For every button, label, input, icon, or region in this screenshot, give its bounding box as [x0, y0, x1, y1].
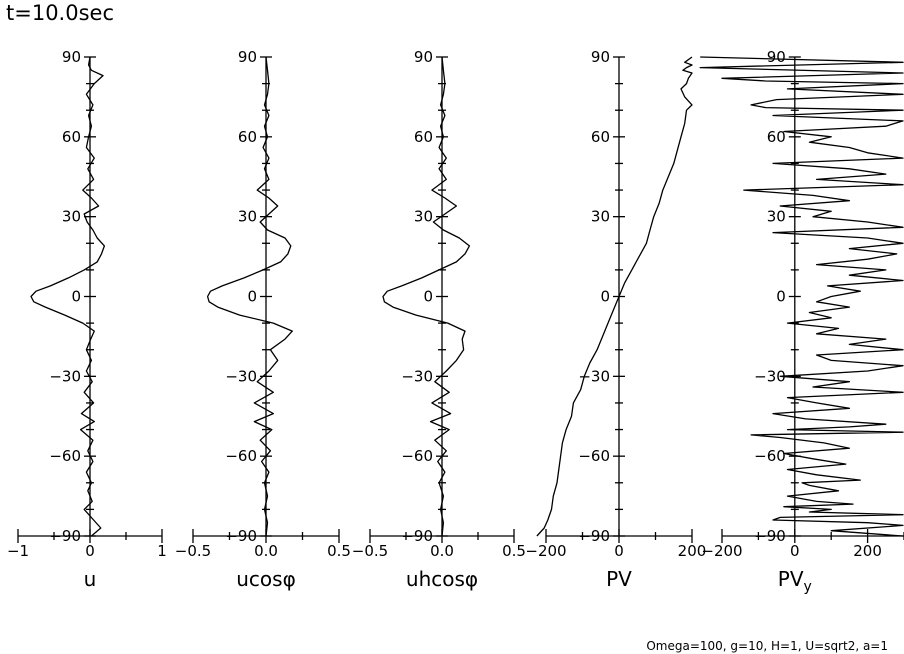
panel-2-y-tick-label: −30 [225, 367, 257, 385]
panel-2-x-tick-label: 0.5 [327, 542, 351, 560]
panel-5-x-tick-label: 200 [853, 542, 882, 560]
panel-5-x-label: PVy [778, 567, 812, 595]
panel-5-y-tick-label: −90 [754, 527, 786, 545]
panel-2-curve [206, 56, 293, 537]
panel-3-y-tick-label: 30 [414, 208, 433, 226]
panel-5-y-tick-label: −60 [754, 447, 786, 465]
panel-5-y-tick-label: 90 [767, 48, 786, 66]
parameter-footer: Omega=100, g=10, H=1, U=sqrt2, a=1 [646, 639, 888, 653]
panel-4-x-label: PV [606, 567, 632, 591]
panel-2-y-tick-label: 60 [238, 128, 257, 146]
panel-3-curve [382, 56, 471, 537]
panel-2-y-tick-label: −90 [225, 527, 257, 545]
panel-4-x-tick-label: 0 [614, 542, 624, 560]
panel-3-y-tick-label: 60 [414, 128, 433, 146]
panel-1-y-tick-label: 90 [62, 48, 81, 66]
panel-2-y-tick-label: −60 [225, 447, 257, 465]
panel-3-y-tick-label: 0 [423, 288, 433, 306]
panel-4-curve [536, 56, 693, 537]
panel-5-x-tick-label: −200 [701, 542, 742, 560]
panel-1-x-tick-label: −1 [7, 542, 29, 560]
panel-4-x-tick-label: 200 [678, 542, 707, 560]
panel-5-curve [699, 56, 904, 537]
panel-1-y-tick-label: 30 [62, 208, 81, 226]
panel-3-x-tick-label: 0.5 [502, 542, 526, 560]
panel-5-x-tick-label: 0 [790, 542, 800, 560]
panel-1-x-label: u [84, 567, 97, 591]
panel-3-y-tick-label: −60 [401, 447, 433, 465]
panel-4-x-tick-label: −200 [525, 542, 566, 560]
panel-2-y-tick-label: 90 [238, 48, 257, 66]
chart-title: t=10.0sec [6, 1, 114, 25]
panel-1-y-tick-label: 0 [71, 288, 81, 306]
panel-1-y-tick-label: −30 [49, 367, 81, 385]
panel-2-x-tick-label: 0.0 [254, 542, 278, 560]
panel-1-x-tick-label: 1 [157, 542, 167, 560]
panel-1-x-tick-label: 0 [85, 542, 95, 560]
panel-2-x-tick-label: −0.5 [175, 542, 211, 560]
panel-2-x-label: ucosφ [236, 567, 296, 591]
panel-3-y-tick-label: −30 [401, 367, 433, 385]
panel-5-y-tick-label: 30 [767, 208, 786, 226]
panel-5-y-tick-label: 0 [776, 288, 786, 306]
panel-3-x-label: uhcosφ [406, 567, 478, 591]
panel-4-y-tick-label: 0 [600, 288, 610, 306]
panel-4-y-tick-label: 30 [591, 208, 610, 226]
panel-1-y-tick-label: −60 [49, 447, 81, 465]
panel-3-x-tick-label: 0.0 [430, 542, 454, 560]
chart-panels: 90 60 30 0 −30 −60 −90 −1 0 1 u 90 60 30 0 −30 −60 −90 −0.… [7, 48, 904, 595]
panel-1-curve [30, 56, 106, 537]
panel-1-y-tick-label: −90 [49, 527, 81, 545]
panel-4-y-tick-label: 60 [591, 128, 610, 146]
panel-2-y-tick-label: 0 [247, 288, 257, 306]
panel-3-y-tick-label: 90 [414, 48, 433, 66]
panel-3-y-tick-label: −90 [401, 527, 433, 545]
panel-1-y-tick-label: 60 [62, 128, 81, 146]
panel-4-y-tick-label: −90 [578, 527, 610, 545]
panel-3-x-tick-label: −0.5 [352, 542, 388, 560]
panel-4-y-tick-label: −60 [578, 447, 610, 465]
panel-4-y-tick-label: 90 [591, 48, 610, 66]
panel-5-y-tick-label: 60 [767, 128, 786, 146]
panel-5-y-tick-label: −30 [754, 367, 786, 385]
panel-2-y-tick-label: 30 [238, 208, 257, 226]
